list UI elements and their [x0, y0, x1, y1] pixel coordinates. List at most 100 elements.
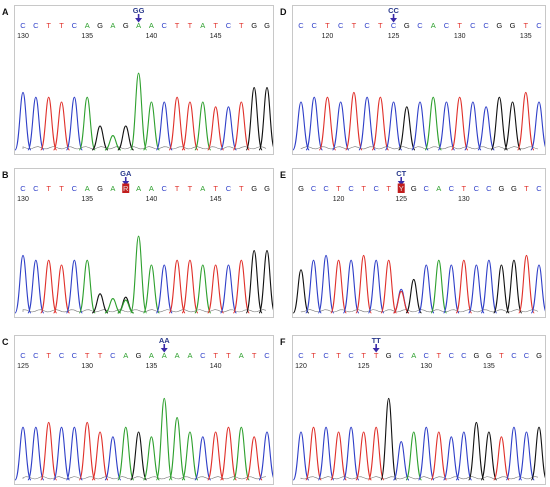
- peak-t: [318, 96, 337, 151]
- genotype-label: GG: [133, 6, 145, 15]
- peak-c: [65, 426, 83, 481]
- position-tick-label: 125: [395, 196, 407, 203]
- base-call: A: [431, 21, 436, 30]
- position-tick-label: 135: [146, 363, 158, 370]
- peak-t: [380, 259, 397, 314]
- base-call: A: [187, 351, 192, 360]
- position-tick-label: 130: [420, 363, 432, 370]
- base-call: T: [457, 21, 462, 30]
- base-call: T: [213, 184, 218, 193]
- base-call: A: [200, 184, 205, 193]
- base-call: A: [411, 351, 416, 360]
- peak-c: [411, 101, 429, 151]
- peak-a: [142, 264, 160, 314]
- peak-g: [480, 431, 498, 481]
- base-call: C: [483, 21, 489, 30]
- peak-a: [78, 259, 96, 314]
- peak-g: [468, 421, 485, 481]
- base-call: G: [123, 21, 129, 30]
- peak-c: [293, 431, 310, 481]
- peak-c: [331, 101, 350, 151]
- base-call: T: [462, 184, 467, 193]
- base-call: T: [239, 184, 244, 193]
- base-call: T: [46, 351, 51, 360]
- peak-t: [181, 101, 199, 151]
- panel-letter: E: [280, 170, 287, 180]
- peak-t: [207, 106, 225, 151]
- peak-t: [232, 259, 250, 314]
- panel-a: A GG C C T T C A G A G A A C T T A T C T G G 130 135 140 145: [2, 3, 274, 155]
- peak-a: [181, 431, 199, 481]
- peak-t: [168, 96, 186, 151]
- base-call: C: [391, 21, 397, 30]
- peak-c: [155, 101, 173, 151]
- peak-c: [417, 426, 435, 481]
- base-call: T: [325, 21, 330, 30]
- peak-a: [104, 135, 122, 151]
- peak-a: [117, 426, 135, 481]
- base-call: C: [424, 351, 430, 360]
- base-call: T: [239, 21, 244, 30]
- base-call: G: [251, 21, 257, 30]
- genotype-label: CC: [388, 6, 399, 15]
- peak-t: [40, 259, 58, 314]
- peak-g: [490, 96, 509, 151]
- base-call: C: [474, 184, 480, 193]
- base-call: C: [444, 21, 450, 30]
- position-tick-label: 140: [146, 196, 158, 203]
- base-call: T: [361, 184, 366, 193]
- baseline-noise: [300, 309, 539, 313]
- peak-t: [53, 101, 71, 151]
- peak-c: [258, 431, 273, 481]
- position-tick-label: 145: [210, 33, 222, 40]
- peak-a: [194, 264, 212, 314]
- peak-a: [168, 417, 186, 481]
- peak-c: [477, 106, 495, 151]
- position-tick-label: 125: [17, 363, 29, 370]
- peak-c: [65, 96, 83, 151]
- peak-g: [130, 431, 148, 481]
- base-call: A: [123, 351, 128, 360]
- peak-c: [468, 264, 485, 314]
- peak-t: [232, 101, 250, 151]
- peak-c: [104, 436, 122, 481]
- base-call: T: [85, 351, 90, 360]
- position-tick-label: 130: [17, 33, 29, 40]
- peak-g: [245, 87, 263, 151]
- peak-a: [405, 431, 423, 481]
- base-call: G: [536, 351, 542, 360]
- peak-c: [219, 264, 237, 314]
- peak-g: [258, 250, 273, 314]
- position-tick-label: 130: [458, 196, 470, 203]
- peak-c: [530, 101, 545, 151]
- peak-t: [330, 431, 347, 481]
- base-call: A: [175, 351, 180, 360]
- base-call: T: [46, 21, 51, 30]
- peak-c: [443, 264, 460, 314]
- peak-a: [142, 101, 160, 151]
- peak-c: [455, 431, 473, 481]
- base-call: T: [252, 351, 257, 360]
- base-call: T: [361, 351, 366, 360]
- peak-g: [245, 250, 263, 314]
- base-call: A: [136, 21, 141, 30]
- peak-t: [345, 91, 363, 151]
- peak-a: [232, 426, 250, 481]
- base-call: C: [20, 184, 26, 193]
- base-call: C: [417, 21, 423, 30]
- base-call: C: [536, 184, 542, 193]
- heterozygous-highlight: [397, 183, 405, 193]
- peak-c: [27, 426, 45, 481]
- position-tick-label: 130: [17, 196, 29, 203]
- base-call: G: [473, 351, 479, 360]
- base-call: C: [72, 184, 78, 193]
- base-call: C: [72, 21, 78, 30]
- position-tick-label: 140: [210, 363, 222, 370]
- base-call: C: [398, 351, 404, 360]
- base-call: T: [98, 351, 103, 360]
- base-call: G: [511, 184, 517, 193]
- peak-t: [78, 421, 96, 481]
